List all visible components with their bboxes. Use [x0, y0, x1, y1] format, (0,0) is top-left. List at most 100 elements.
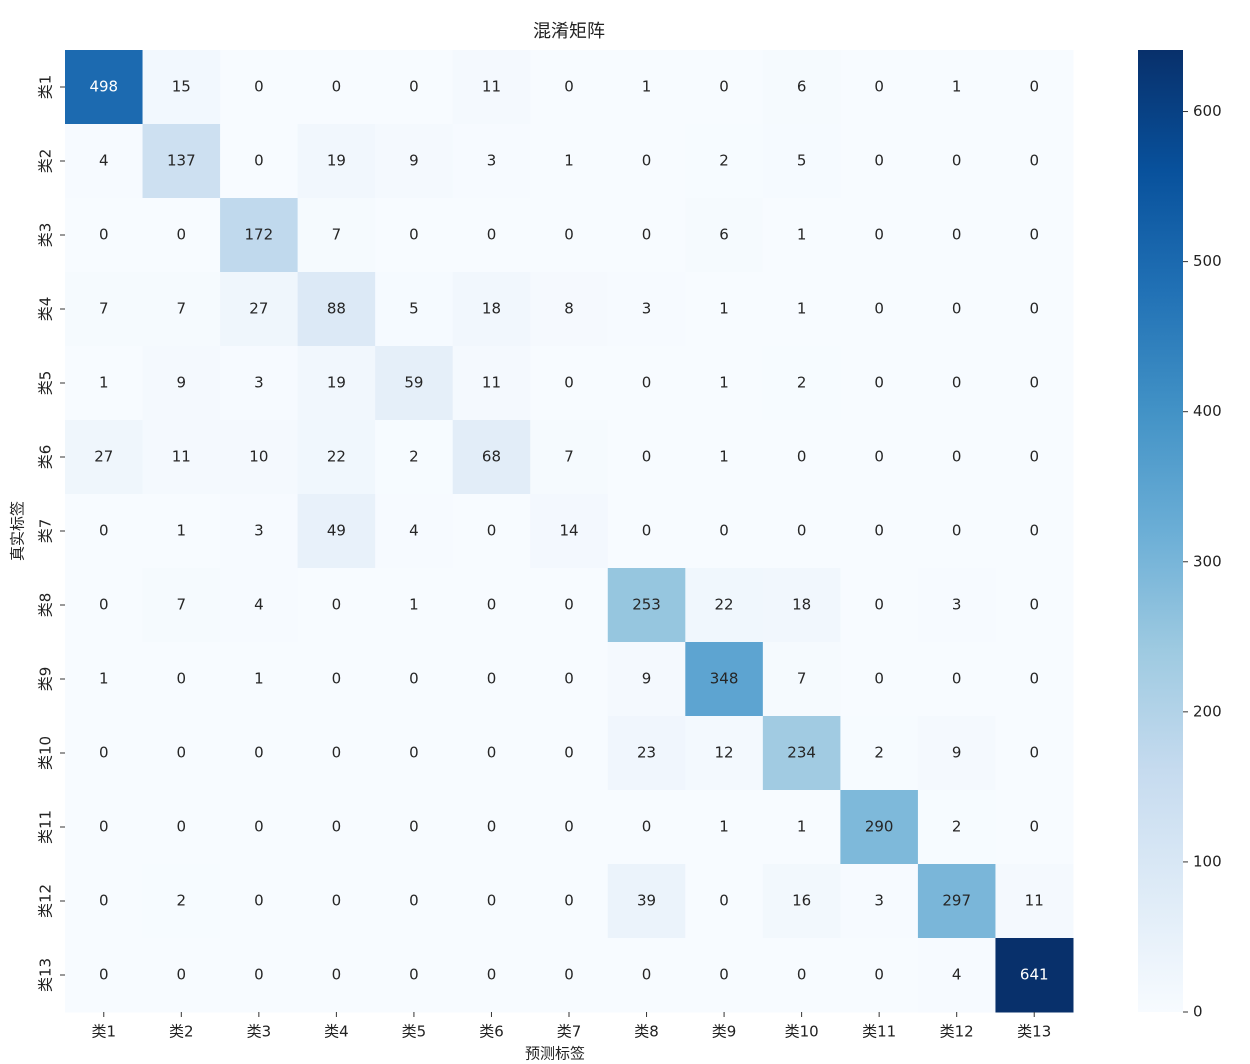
cell: [375, 642, 454, 717]
cell: [142, 790, 221, 865]
cell: [452, 50, 531, 125]
cell: [607, 864, 686, 939]
x-tick-label: 类10: [785, 1023, 819, 1041]
cell: [65, 420, 144, 495]
y-tick-label: 类9: [37, 667, 55, 692]
cell: [840, 790, 919, 865]
cell: [840, 420, 919, 495]
cell-label: 0: [1029, 152, 1039, 170]
cell: [452, 346, 531, 421]
cell-label: 7: [177, 596, 187, 614]
cell: [917, 790, 996, 865]
cell: [607, 50, 686, 125]
cell-label: 0: [952, 226, 962, 244]
cell-label: 0: [409, 818, 419, 836]
cell-label: 0: [487, 966, 497, 984]
cell-label: 3: [874, 892, 884, 910]
cell: [840, 938, 919, 1013]
cell-label: 2: [797, 374, 807, 392]
cell-label: 15: [172, 78, 191, 96]
cell: [607, 716, 686, 791]
x-tick-label: 类1: [91, 1023, 116, 1041]
y-tick-label: 类3: [37, 223, 55, 248]
cell: [762, 272, 841, 347]
cell: [452, 568, 531, 643]
x-tick-label: 类13: [1017, 1023, 1051, 1041]
cell: [220, 198, 299, 273]
cell: [685, 790, 764, 865]
cell-label: 498: [89, 78, 118, 96]
cell: [530, 716, 609, 791]
cell: [530, 864, 609, 939]
cell-label: 0: [874, 448, 884, 466]
cell: [530, 50, 609, 125]
cell-label: 0: [952, 374, 962, 392]
cell-label: 3: [254, 522, 264, 540]
cell-label: 2: [952, 818, 962, 836]
cell-label: 0: [254, 892, 264, 910]
cell: [220, 272, 299, 347]
x-tick-label: 类9: [712, 1023, 737, 1041]
cell: [685, 716, 764, 791]
cell-label: 4: [409, 522, 419, 540]
cell: [530, 420, 609, 495]
cell-label: 0: [564, 226, 574, 244]
cell-label: 0: [487, 596, 497, 614]
cell: [375, 124, 454, 199]
cell-label: 23: [637, 744, 656, 762]
cell: [917, 568, 996, 643]
cell: [762, 642, 841, 717]
cell: [840, 716, 919, 791]
cell: [685, 272, 764, 347]
cell: [297, 124, 376, 199]
cell: [685, 50, 764, 125]
cell: [995, 864, 1074, 939]
cell-label: 0: [332, 596, 342, 614]
cell: [917, 938, 996, 1013]
cell: [375, 346, 454, 421]
colorbar-tick-label: 100: [1193, 852, 1222, 870]
y-tick-label: 类1: [37, 75, 55, 100]
cell: [142, 568, 221, 643]
y-tick-label: 类2: [37, 149, 55, 174]
y-tick-label: 类5: [37, 371, 55, 396]
colorbar-tick-label: 200: [1193, 702, 1222, 720]
cell: [917, 272, 996, 347]
cell: [142, 198, 221, 273]
cell-label: 1: [642, 78, 652, 96]
cell-label: 9: [952, 744, 962, 762]
cell-label: 0: [487, 522, 497, 540]
cell-label: 0: [409, 670, 419, 688]
cell: [530, 494, 609, 569]
cell-label: 0: [642, 818, 652, 836]
cell-label: 0: [409, 78, 419, 96]
cell-label: 5: [409, 300, 419, 318]
cell: [297, 346, 376, 421]
y-tick-label: 类12: [37, 884, 55, 918]
cell: [995, 198, 1074, 273]
cell: [917, 494, 996, 569]
cell: [297, 420, 376, 495]
cell-label: 0: [874, 670, 884, 688]
cell-label: 253: [632, 596, 661, 614]
cell-label: 4: [99, 152, 109, 170]
cell: [917, 420, 996, 495]
cell-label: 0: [99, 966, 109, 984]
cell: [995, 124, 1074, 199]
cell: [65, 346, 144, 421]
cell: [65, 272, 144, 347]
cell-label: 0: [874, 226, 884, 244]
cell-label: 19: [327, 374, 346, 392]
cell-label: 0: [564, 374, 574, 392]
cell: [762, 790, 841, 865]
cell-label: 0: [487, 892, 497, 910]
cell-label: 27: [249, 300, 268, 318]
cell-label: 9: [409, 152, 419, 170]
cell-label: 0: [177, 744, 187, 762]
cell: [840, 864, 919, 939]
x-tick-label: 类6: [479, 1023, 504, 1041]
cell-label: 11: [482, 374, 501, 392]
cell: [762, 494, 841, 569]
cell-label: 59: [404, 374, 423, 392]
